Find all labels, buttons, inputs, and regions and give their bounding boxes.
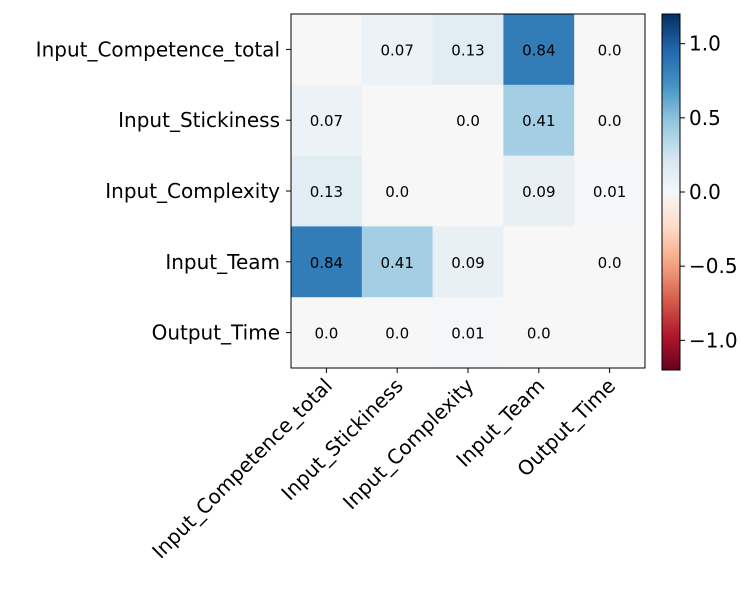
heatmap-cell xyxy=(291,155,363,227)
heatmap-cell xyxy=(574,14,646,86)
heatmap-cells xyxy=(291,14,646,369)
y-tick-label: Output_Time xyxy=(152,321,280,345)
cell-value-label: 0.13 xyxy=(451,41,484,59)
cell-value-labels: 0.07 0.13 0.84 0.0 0.07 0.0 0.41 0.0 0.13 0.0 0.09… xyxy=(310,41,627,342)
cell-value-label: 0.0 xyxy=(385,183,409,201)
cell-value-label: 0.41 xyxy=(522,112,555,130)
heatmap-cell xyxy=(432,297,504,369)
heatmap-cell xyxy=(503,155,575,227)
y-tick-label: Input_Stickiness xyxy=(118,108,280,132)
cell-value-label: 0.41 xyxy=(380,254,413,272)
cell-value-label: 0.0 xyxy=(527,325,551,343)
x-tick-label: Input_Stickiness xyxy=(276,374,407,505)
colorbar-tick-label: −1.0 xyxy=(689,328,738,352)
heatmap-cell xyxy=(574,297,646,369)
heatmap-cell xyxy=(503,297,575,369)
cell-value-label: 0.84 xyxy=(522,41,555,59)
heatmap-cell xyxy=(503,14,575,86)
heatmap-cell xyxy=(361,14,434,86)
cell-value-label: 0.0 xyxy=(456,112,480,130)
cell-value-label: 0.0 xyxy=(598,112,622,130)
cell-value-label: 0.01 xyxy=(593,183,626,201)
heatmap-cell xyxy=(361,226,434,298)
cell-value-label: 0.0 xyxy=(385,325,409,343)
cell-value-label: 0.01 xyxy=(451,325,484,343)
y-axis: Input_Competence_total Input_Stickiness In… xyxy=(36,37,291,345)
heatmap-cell xyxy=(291,297,363,369)
cell-value-label: 0.09 xyxy=(451,254,484,272)
heatmap-cell xyxy=(432,84,504,157)
cell-value-label: 0.0 xyxy=(598,41,622,59)
cell-value-label: 0.0 xyxy=(314,325,338,343)
y-tick-label: Input_Complexity xyxy=(105,179,280,203)
heatmap-cell xyxy=(361,84,434,157)
heatmap-cell xyxy=(574,155,646,227)
heatmap-cell xyxy=(432,14,504,86)
heatmap-cell xyxy=(291,84,363,157)
cell-value-label: 0.84 xyxy=(310,254,343,272)
heatmap-cell xyxy=(432,226,504,298)
colorbar-gradient xyxy=(661,13,681,371)
colorbar: 1.0 0.5 0.0 −0.5 −1.0 xyxy=(661,13,738,371)
cell-value-label: 0.13 xyxy=(310,183,343,201)
x-axis: Input_Competence_totalInput_StickinessIn… xyxy=(147,368,620,563)
colorbar-tick-label: −0.5 xyxy=(689,254,738,278)
colorbar-tick-label: 1.0 xyxy=(689,32,721,56)
heatmap-cell xyxy=(574,226,646,298)
y-tick-label: Input_Competence_total xyxy=(36,37,280,61)
heatmap-cell xyxy=(574,84,646,157)
heatmap-cell xyxy=(503,226,575,298)
colorbar-tick-label: 0.5 xyxy=(689,106,721,130)
heatmap-cell xyxy=(291,226,363,298)
colorbar-tick-label: 0.0 xyxy=(689,180,721,204)
cell-value-label: 0.09 xyxy=(522,183,555,201)
colorbar-ticks: 1.0 0.5 0.0 −0.5 −1.0 xyxy=(680,32,738,352)
heatmap-cell xyxy=(432,155,504,227)
y-tick-label: Input_Team xyxy=(165,250,280,274)
cell-value-label: 0.07 xyxy=(310,112,343,130)
cell-value-label: 0.07 xyxy=(380,41,413,59)
heatmap-cell xyxy=(503,84,575,157)
heatmap-cell xyxy=(361,297,434,369)
heatmap-cell xyxy=(361,155,434,227)
heatmap-cell xyxy=(291,14,363,86)
x-tick-label: Input_Complexity xyxy=(338,373,479,514)
cell-value-label: 0.0 xyxy=(598,254,622,272)
